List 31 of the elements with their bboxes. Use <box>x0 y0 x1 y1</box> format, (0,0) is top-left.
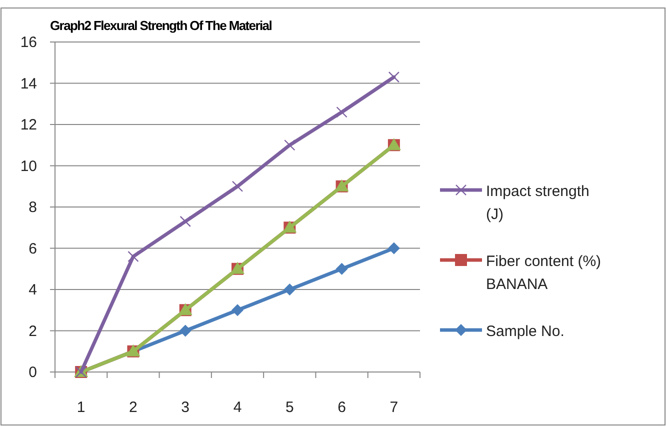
point <box>336 262 348 275</box>
point <box>180 216 191 228</box>
point <box>336 106 348 118</box>
chart-title: Graph2 Flexural Strength Of The Material <box>50 18 272 33</box>
x-tick-label: 3 <box>181 399 190 416</box>
point <box>284 140 296 151</box>
point <box>284 284 296 296</box>
point <box>232 180 244 192</box>
y-tick-label: 6 <box>28 240 37 258</box>
legend-label: Impact strength (J) <box>486 183 590 223</box>
y-tick-label: 16 <box>20 34 37 51</box>
legend-label: Sample No. <box>486 323 564 340</box>
y-tick-label: 14 <box>20 75 37 92</box>
legend-label: Fiber content (%) BANANA <box>486 253 602 293</box>
x-tick-label: 2 <box>129 399 138 416</box>
x-tick-label: 6 <box>338 399 346 416</box>
y-tick-label: 10 <box>20 158 37 175</box>
point <box>388 71 400 83</box>
y-tick-label: 0 <box>28 364 37 381</box>
y-tick-label: 12 <box>20 116 37 134</box>
y-tick-label: 2 <box>28 322 37 340</box>
x-tick-label: 5 <box>285 399 294 416</box>
y-tick-label: 4 <box>28 282 37 298</box>
point <box>388 242 400 254</box>
x-tick-label: 4 <box>233 399 242 416</box>
point <box>179 324 192 337</box>
y-tick-label: 8 <box>28 199 37 216</box>
x-tick-label: 7 <box>390 399 398 416</box>
point <box>128 250 139 262</box>
x-tick-label: 1 <box>76 399 86 416</box>
point <box>232 304 244 316</box>
